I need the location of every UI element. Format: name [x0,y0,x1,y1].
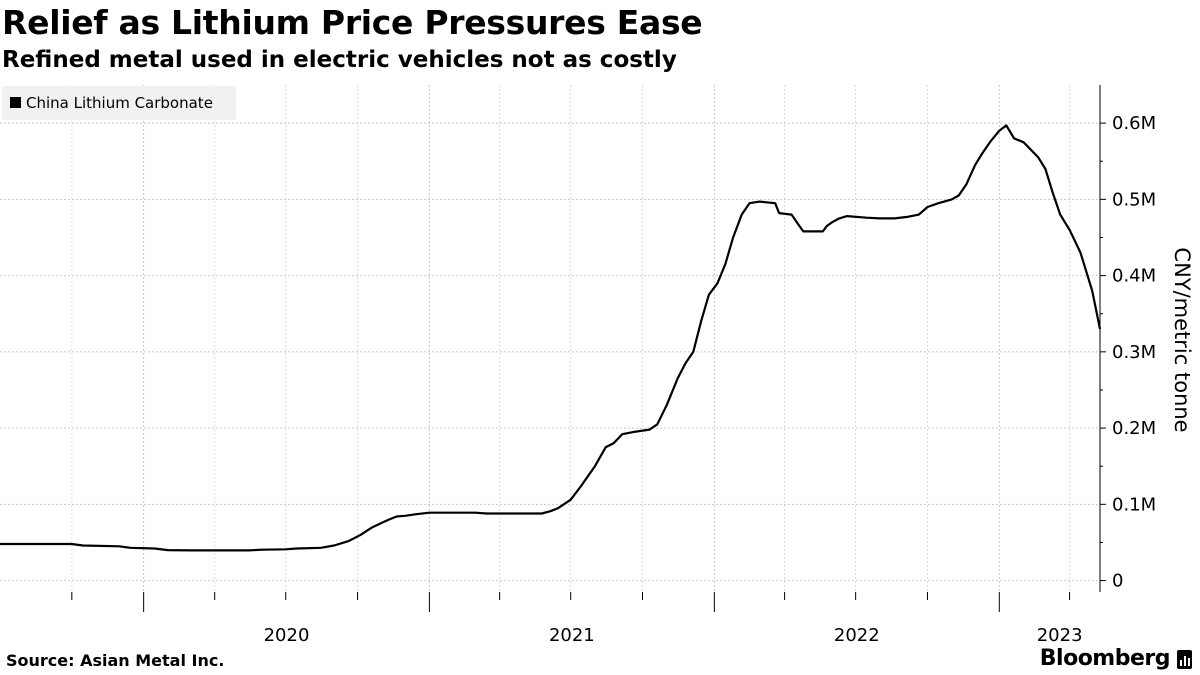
chart-subtitle: Refined metal used in electric vehicles … [2,47,677,73]
x-tick-label: 2023 [1037,625,1083,646]
y-tick-label: 0.1M [1112,494,1156,515]
chart-title: Relief as Lithium Price Pressures Ease [2,3,703,42]
x-tick-label: 2020 [264,625,310,646]
y-axis-ticks: 0 0.1M 0.2M 0.3M 0.4M 0.5M 0.6M [1100,113,1156,592]
y-tick-label: 0.4M [1112,266,1156,287]
source-note: Source: Asian Metal Inc. [6,651,225,670]
x-tick-label: 2021 [549,625,595,646]
y-tick-label: 0.6M [1112,113,1156,134]
y-tick-label: 0.2M [1112,418,1156,439]
series-line-china-lithium-carbonate [0,124,1102,552]
bloomberg-terminal-icon [1177,650,1192,669]
legend-box [2,86,236,120]
y-tick-label: 0.5M [1112,189,1156,210]
y-tick-label: 0 [1112,571,1123,592]
legend-label: China Lithium Carbonate [26,94,213,112]
y-tick-label: 0.3M [1112,342,1156,363]
brand-logo-text: Bloomberg [1039,646,1171,671]
x-tick-label: 2022 [834,625,880,646]
gridlines [0,85,1100,592]
legend-swatch [10,97,21,108]
y-axis-label: CNY/metric tonne [1170,247,1194,432]
x-axis-ticks: 2020 2021 2022 2023 [71,592,1083,646]
